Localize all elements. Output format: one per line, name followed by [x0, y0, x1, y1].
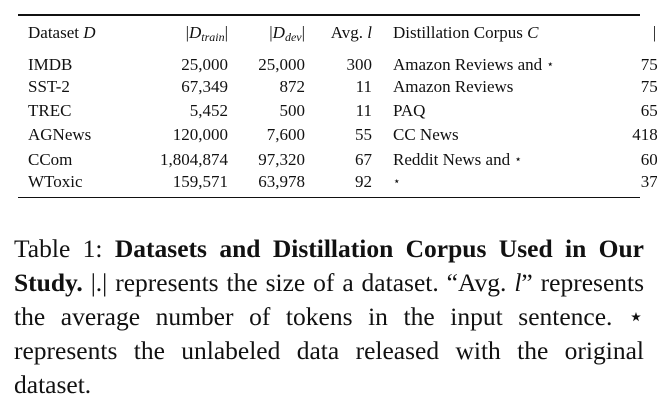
cell-distillation-corpus: Amazon Reviews and ⋆	[393, 54, 554, 74]
cell-dev-size: 500	[279, 101, 306, 121]
cell-dataset: AGNews	[28, 125, 92, 145]
cell-corpus-size: 418m	[632, 125, 657, 145]
dataset-table: Dataset D |Dtrain| |Ddev| Avg. l Distill…	[18, 16, 657, 197]
cell-corpus-size: 75m	[640, 54, 657, 74]
cell-train-size: 1,804,874	[160, 149, 228, 169]
cell-dataset: SST-2	[28, 76, 70, 96]
top-rule	[18, 14, 640, 16]
table-header-row: Dataset D |Dtrain| |Ddev| Avg. l Distill…	[18, 16, 657, 50]
cell-avg-length: 11	[355, 76, 372, 96]
cell-distillation-corpus: Reddit News and ⋆	[393, 149, 522, 169]
caption-var-l: l	[514, 268, 522, 297]
cell-corpus-size: 65m	[640, 101, 657, 121]
cell-avg-length: 11	[355, 101, 372, 121]
star-icon: ⋆	[514, 151, 522, 166]
cell-avg-length: 92	[355, 171, 372, 191]
cell-train-size: 25,000	[181, 54, 228, 74]
dataset-table-block: Dataset D |Dtrain| |Ddev| Avg. l Distill…	[18, 14, 657, 198]
header-corpus-size: |C|	[652, 22, 657, 42]
cell-distillation-corpus: Amazon Reviews	[393, 76, 514, 96]
caption-star-icon: ⋆	[628, 302, 644, 331]
table-row: AGNews 120,000 7,600 55 CC News 418m	[18, 123, 657, 147]
table-row: WToxic 159,571 63,978 92 ⋆ 37m	[18, 172, 657, 197]
caption-bold-title: Datasets and Distillation Corpus Used in…	[14, 234, 644, 297]
header-avg-length: Avg. l	[330, 22, 372, 42]
star-icon: ⋆	[546, 56, 554, 71]
caption-text-1: |.| represents the size of a dataset. “A…	[90, 268, 507, 297]
cell-avg-length: 300	[346, 54, 373, 74]
cell-train-size: 120,000	[172, 125, 228, 145]
cell-dataset: WToxic	[28, 171, 83, 191]
caption-text-3: represents the unlabeled data released w…	[14, 336, 644, 399]
table-row: IMDB 25,000 25,000 300 Amazon Reviews and ⋆ 7…	[18, 50, 657, 75]
table-row: TREC 5,452 500 11 PAQ 65m	[18, 99, 657, 123]
cell-dataset: TREC	[28, 101, 72, 121]
header-train-size: |Dtrain|	[185, 22, 228, 44]
cell-dev-size: 872	[279, 76, 306, 96]
cell-dataset: CCom	[28, 149, 73, 169]
cell-distillation-corpus: CC News	[393, 125, 459, 145]
cell-corpus-size: 37m	[640, 171, 657, 191]
cell-dev-size: 97,320	[258, 149, 305, 169]
cell-avg-length: 55	[355, 125, 372, 145]
cell-train-size: 159,571	[172, 171, 228, 191]
cell-distillation-corpus: PAQ	[393, 101, 426, 121]
header-distillation-corpus: Distillation Corpus C	[393, 22, 539, 42]
cell-train-size: 5,452	[189, 101, 228, 121]
cell-dev-size: 25,000	[258, 54, 305, 74]
header-dev-size: |Ddev|	[269, 22, 305, 44]
caption-text-2: ” represents the average number of token…	[14, 268, 645, 331]
cell-corpus-size: 75m	[640, 76, 657, 96]
table-row: CCom 1,804,874 97,320 67 Reddit News and ⋆ 60…	[18, 147, 657, 171]
cell-distillation-corpus: ⋆	[372, 172, 598, 197]
cell-avg-length: 67	[355, 149, 372, 169]
cell-dataset: IMDB	[28, 54, 73, 74]
star-icon: ⋆	[393, 173, 401, 188]
header-dataset: Dataset D	[28, 22, 96, 42]
cell-dev-size: 63,978	[258, 171, 305, 191]
table-row: SST-2 67,349 872 11 Amazon Reviews 75m	[18, 75, 657, 99]
cell-train-size: 67,349	[181, 76, 228, 96]
bottom-rule	[18, 196, 640, 198]
table-caption: Table 1: Datasets and Distillation Corpu…	[14, 232, 644, 402]
cell-corpus-size: 60m	[640, 149, 657, 169]
cell-dev-size: 7,600	[266, 125, 305, 145]
caption-label: Table 1:	[14, 234, 103, 263]
